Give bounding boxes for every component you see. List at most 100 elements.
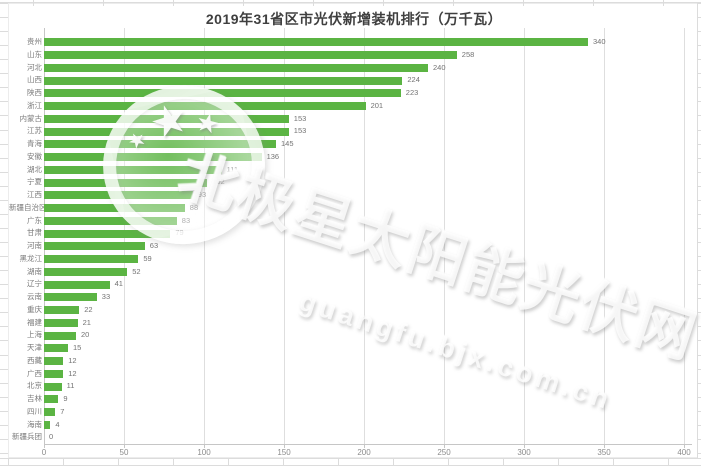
sheet-gridline <box>668 458 669 466</box>
chart-row: 湖北 111 <box>9 164 699 177</box>
value-label: 20 <box>81 330 90 340</box>
bar <box>44 280 110 289</box>
category-label: 吉林 <box>27 394 42 403</box>
sheet-gridline <box>663 0 664 6</box>
sheet-gridline <box>0 185 8 187</box>
axis-tick <box>364 444 365 448</box>
bar <box>44 229 171 238</box>
x-tick-label: 250 <box>437 448 451 457</box>
sheet-gridline <box>0 213 8 215</box>
sheet-gridline <box>0 382 8 384</box>
bar <box>44 267 128 276</box>
grid-line <box>284 28 285 444</box>
chart-row: 甘肃 79 <box>9 227 699 240</box>
sheet-gridline <box>697 73 701 75</box>
value-label: 41 <box>114 279 123 289</box>
bar <box>44 191 193 200</box>
category-label: 河南 <box>27 241 42 250</box>
sheet-gridline <box>697 326 701 328</box>
chart-row: 福建 21 <box>9 317 699 330</box>
sheet-gridline <box>103 0 104 6</box>
sheet-gridline <box>503 458 504 466</box>
sheet-gridline <box>0 3 8 4</box>
sheet-gridline <box>697 45 701 47</box>
chart-row: 湖南 52 <box>9 266 699 279</box>
category-label: 新疆自治区 <box>9 202 47 212</box>
sheet-gridline <box>0 410 8 412</box>
sheet-gridline <box>697 87 701 89</box>
chart-row: 西藏 12 <box>9 355 699 368</box>
category-label: 贵州 <box>27 37 42 46</box>
sheet-gridline <box>613 458 614 466</box>
category-label: 西藏 <box>27 355 42 365</box>
bar <box>44 165 222 174</box>
category-label: 内蒙古 <box>19 113 43 123</box>
value-label: 59 <box>143 253 152 263</box>
value-label: 93 <box>197 190 207 199</box>
chart-row: 天津 15 <box>9 342 699 355</box>
category-label: 重庆 <box>27 304 42 314</box>
plot-area: 0 50 100 150 200 250 300 350 400 贵州 340 山东 258 河北 240 山… <box>9 4 699 459</box>
sheet-gridline <box>697 424 701 426</box>
sheet-gridline <box>593 0 594 6</box>
category-label: 天津 <box>27 343 42 352</box>
bar-chart: 2019年31省区市光伏新增装机排行（万千瓦） 0 50 100 150 200 250 3… <box>8 3 698 458</box>
sheet-gridline <box>0 199 8 201</box>
sheet-gridline <box>0 458 701 459</box>
sheet-gridline <box>33 0 34 6</box>
sheet-gridline <box>0 354 8 356</box>
sheet-gridline <box>0 87 8 89</box>
bar <box>44 306 80 315</box>
sheet-gridline <box>697 256 701 258</box>
bar <box>44 102 366 111</box>
sheet-gridline <box>0 298 8 300</box>
value-label: 33 <box>101 292 111 301</box>
sheet-gridline <box>383 0 384 6</box>
chart-row: 安徽 136 <box>9 151 699 164</box>
chart-row: 江西 93 <box>9 189 699 202</box>
axis-tick <box>284 444 285 448</box>
sheet-gridline <box>0 242 8 244</box>
value-label: 21 <box>82 317 91 327</box>
x-tick-label: 350 <box>597 448 611 457</box>
category-label: 湖北 <box>27 164 42 174</box>
sheet-gridline <box>0 17 8 19</box>
value-label: 223 <box>405 88 419 97</box>
category-label: 北京 <box>27 381 42 391</box>
axis-tick <box>444 444 445 448</box>
axis-tick <box>124 444 125 448</box>
sheet-gridline <box>0 438 8 440</box>
bar <box>44 127 289 136</box>
value-label: 15 <box>73 343 82 352</box>
bar <box>44 140 276 149</box>
category-label: 河北 <box>27 62 42 72</box>
sheet-gridline <box>697 368 701 370</box>
value-label: 111 <box>226 164 238 174</box>
chart-row: 四川 7 <box>9 406 699 419</box>
axis-tick <box>44 444 45 448</box>
category-label: 湖南 <box>27 266 42 276</box>
sheet-gridline <box>0 340 8 342</box>
bar <box>44 255 139 264</box>
bar <box>44 153 262 162</box>
value-label: 0 <box>49 432 54 442</box>
sheet-gridline <box>697 298 701 300</box>
bar <box>44 357 64 366</box>
sheet-gridline <box>697 452 701 454</box>
sheet-gridline <box>63 458 64 466</box>
category-label: 广东 <box>27 215 42 225</box>
category-label: 广西 <box>27 368 42 378</box>
sheet-gridline <box>697 101 701 103</box>
bar <box>44 408 56 417</box>
category-label: 安徽 <box>27 151 42 161</box>
sheet-gridline <box>697 242 701 244</box>
chart-row: 宁夏 102 <box>9 176 699 189</box>
axis-tick <box>524 444 525 448</box>
category-label: 新疆兵团 <box>12 432 42 442</box>
chart-row: 上海 20 <box>9 329 699 342</box>
sheet-gridline <box>173 0 174 6</box>
chart-row: 贵州 340 <box>9 36 699 49</box>
sheet-gridline <box>0 396 8 398</box>
chart-row: 山西 224 <box>9 74 699 87</box>
sheet-gridline <box>0 59 8 61</box>
